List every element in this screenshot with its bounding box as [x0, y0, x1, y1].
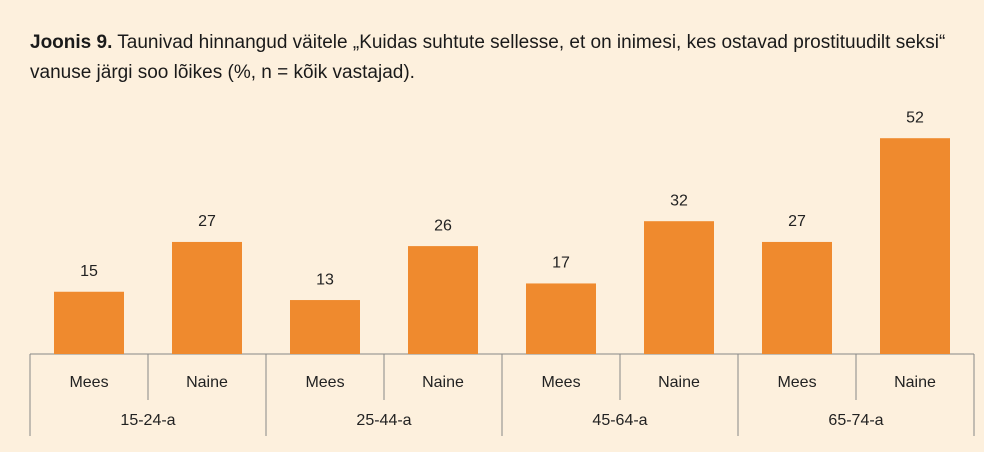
- chart-title: Joonis 9. Taunivad hinnangud väitele „Ku…: [30, 28, 960, 88]
- bar: [408, 246, 478, 354]
- bar: [290, 300, 360, 354]
- x-tick-label: Naine: [658, 374, 700, 391]
- group-label: 15-24-a: [120, 412, 175, 429]
- value-label: 52: [906, 109, 924, 126]
- value-label: 26: [434, 217, 452, 234]
- group-label: 45-64-a: [592, 412, 647, 429]
- title-text: Taunivad hinnangud väitele „Kuidas suhtu…: [30, 32, 946, 83]
- x-tick-label: Naine: [894, 374, 936, 391]
- group-label: 25-44-a: [356, 412, 411, 429]
- x-tick-label: Mees: [541, 374, 580, 391]
- value-label: 27: [788, 213, 806, 230]
- value-label: 32: [670, 192, 688, 209]
- bar: [526, 283, 596, 354]
- x-tick-label: Mees: [69, 374, 108, 391]
- value-label: 27: [198, 213, 216, 230]
- figure-label: Joonis 9.: [30, 32, 113, 53]
- value-label: 17: [552, 255, 570, 272]
- x-tick-label: Naine: [422, 374, 464, 391]
- x-tick-label: Mees: [777, 374, 816, 391]
- value-label: 13: [316, 271, 334, 288]
- bar: [54, 291, 124, 354]
- bar: [880, 138, 950, 354]
- value-label: 15: [80, 263, 98, 280]
- bar: [644, 221, 714, 354]
- x-tick-label: Naine: [186, 374, 228, 391]
- group-label: 65-74-a: [828, 412, 883, 429]
- x-tick-label: Mees: [305, 374, 344, 391]
- bar: [762, 241, 832, 354]
- bar: [172, 241, 242, 354]
